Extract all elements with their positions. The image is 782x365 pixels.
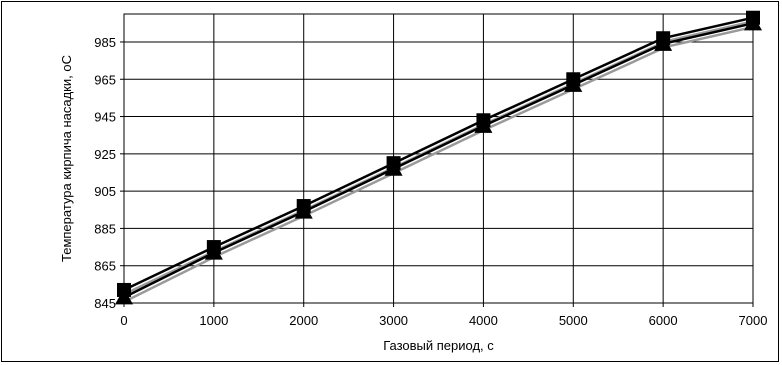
x-tick-label: 3000 (379, 313, 408, 328)
data-point-triangle (204, 243, 223, 260)
y-tick-label: 945 (94, 110, 116, 125)
x-tick-label: 2000 (289, 313, 318, 328)
y-tick-label: 845 (94, 296, 116, 311)
x-tick-label: 5000 (559, 313, 588, 328)
series-shadow-line (126, 25, 757, 302)
y-tick-label: 865 (94, 259, 116, 274)
x-tick-label: 0 (120, 313, 127, 328)
y-tick-label: 885 (94, 221, 116, 236)
data-point-triangle (474, 116, 493, 133)
data-point-triangle (654, 34, 673, 51)
y-axis-title: Температура кирпича насадки, оС (59, 55, 74, 262)
data-point-triangle (384, 159, 403, 176)
tick-labels: 0 1000 2000 3000 4000 5000 6000 7000 845 865 885 90… (94, 35, 767, 328)
data-point-triangle (115, 288, 133, 305)
y-tick-label: 985 (94, 35, 116, 50)
x-axis-title: Газовый период, с (383, 338, 494, 353)
x-tick-label: 6000 (649, 313, 678, 328)
y-tick-label: 925 (94, 147, 116, 162)
data-point-triangle (744, 14, 762, 31)
data-point-triangle (564, 75, 583, 92)
y-tick-label: 905 (94, 184, 116, 199)
x-tick-label: 7000 (739, 313, 768, 328)
data-point-triangle (294, 202, 313, 219)
plot-area (123, 13, 754, 304)
series-layer (115, 10, 762, 305)
y-tick-label: 965 (94, 72, 116, 87)
x-tick-label: 4000 (469, 313, 498, 328)
series-line (123, 22, 754, 299)
x-tick-label: 1000 (199, 313, 228, 328)
series-line (123, 16, 754, 292)
